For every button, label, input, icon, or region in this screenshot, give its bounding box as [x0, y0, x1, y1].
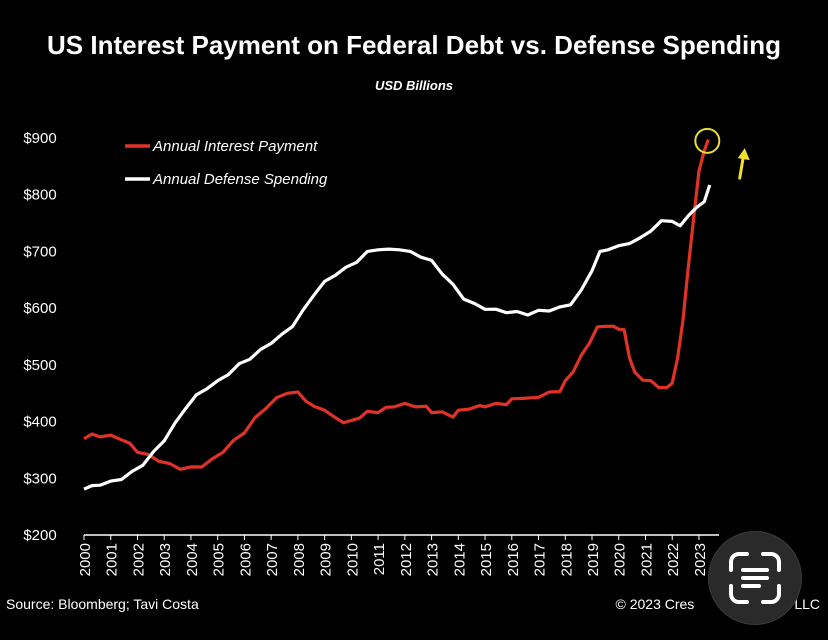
copyright-tail: LLC: [794, 596, 820, 612]
legend-label: Annual Interest Payment: [152, 138, 318, 155]
up-arrow-head: [737, 148, 750, 161]
y-tick-label: $900: [23, 130, 56, 147]
x-tick-label: 2005: [211, 543, 228, 576]
legend-label: Annual Defense Spending: [152, 171, 328, 188]
x-tick-label: 2020: [612, 543, 629, 576]
y-tick-label: $500: [23, 357, 56, 374]
x-tick-label: 2015: [478, 543, 495, 576]
copyright-text: © 2023 Cres: [615, 596, 695, 612]
x-tick-label: 2014: [451, 543, 468, 576]
y-tick-label: $300: [23, 470, 56, 487]
x-tick-label: 2018: [558, 543, 575, 576]
defense-spending-line: [83, 184, 712, 491]
y-tick-label: $800: [23, 187, 56, 204]
copyright-note: © 2023 Cres LLC: [616, 596, 821, 612]
x-tick-label: 2007: [264, 543, 281, 576]
x-tick-label: 2017: [532, 543, 549, 576]
y-tick-label: $200: [23, 527, 56, 544]
x-tick-label: 2000: [77, 543, 94, 576]
x-tick-label: 2006: [237, 543, 254, 576]
scan-text-button[interactable]: [709, 532, 801, 624]
y-tick-label: $400: [23, 414, 56, 431]
x-tick-label: 2008: [291, 543, 308, 576]
x-tick-label: 2013: [425, 543, 442, 576]
x-tick-label: 2019: [585, 543, 602, 576]
x-tick-label: 2023: [692, 543, 709, 576]
x-tick-label: 2021: [638, 543, 655, 576]
x-tick-label: 2016: [505, 543, 522, 576]
x-tick-label: 2003: [157, 543, 174, 576]
y-tick-label: $700: [23, 243, 56, 260]
x-tick-label: 2002: [130, 543, 147, 576]
scan-text-icon: [729, 552, 781, 604]
x-tick-label: 2011: [371, 543, 388, 575]
x-tick-label: 2010: [344, 543, 361, 576]
chart-title: US Interest Payment on Federal Debt vs. …: [47, 30, 781, 60]
y-tick-label: $600: [23, 300, 56, 317]
interest-payment-line: [83, 139, 710, 471]
x-tick-label: 2022: [665, 543, 682, 576]
x-tick-label: 2009: [318, 543, 335, 576]
chart-subtitle: USD Billions: [374, 78, 453, 93]
highlight-circle: [694, 127, 721, 154]
x-tick-label: 2004: [184, 543, 201, 576]
source-note: Source: Bloomberg; Tavi Costa: [6, 596, 199, 612]
x-tick-label: 2001: [104, 543, 121, 576]
x-tick-label: 2012: [398, 543, 415, 576]
